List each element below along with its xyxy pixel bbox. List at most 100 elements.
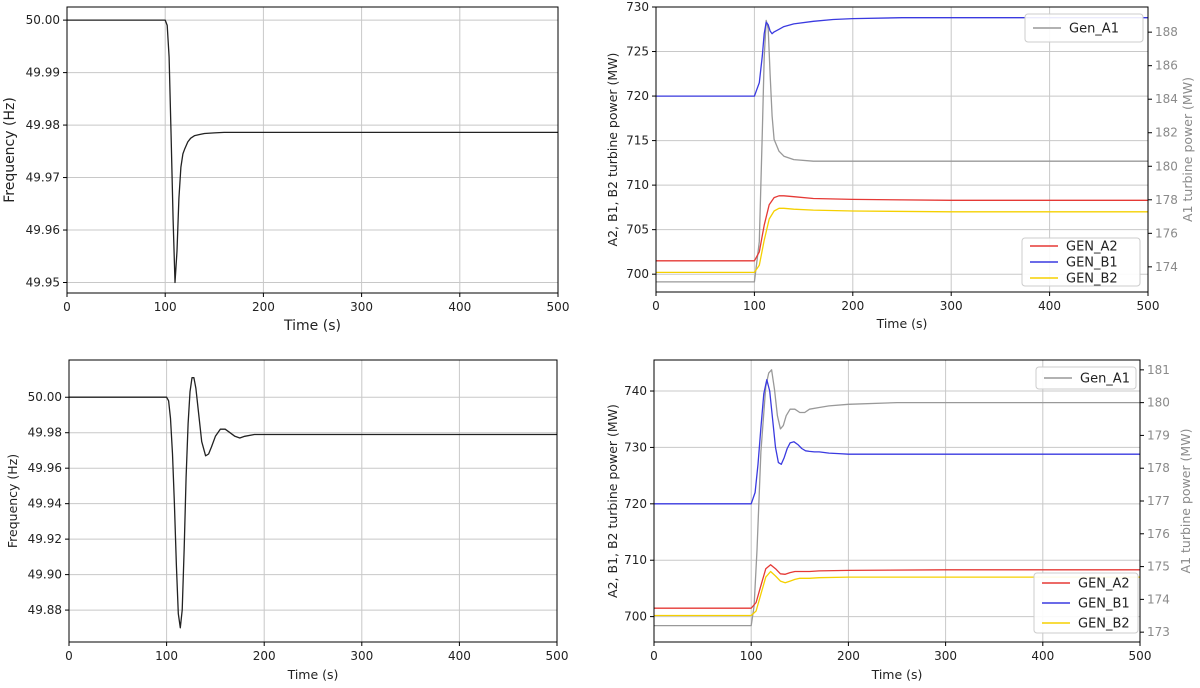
x-tick-label: 300 [934,649,957,663]
chart-p4: 0 100 200 300 400 500 700 710 720 730 740 173 174 175… [605,359,1193,682]
x-tick-label: 500 [1137,299,1160,313]
chart-p2: 0 100 200 300 400 500 700 705 710 715 720 725 730 174… [605,0,1195,331]
y-right-tick-label: 174 [1155,260,1178,274]
y-right-tick-label: 180 [1155,159,1178,173]
y-tick-label: 49.95 [26,276,60,290]
legend-upper: Gen_A1 [1024,13,1144,43]
y-right-tick-label: 178 [1147,461,1170,475]
y-right-tick-label: 186 [1155,59,1178,73]
x-tick-label: 200 [841,299,864,313]
y-right-tick-label: 173 [1147,625,1170,639]
y-right-tick-label: 181 [1147,363,1170,377]
x-tick-label: 100 [743,299,766,313]
legend-box [1024,13,1144,43]
y-right-tick-label: 176 [1147,527,1170,541]
x-tick-label: 200 [252,300,275,314]
y-tick-label: 49.92 [28,532,62,546]
y-tick-label: 720 [624,497,647,511]
legend-box [1035,366,1137,390]
y-tick-label: 49.98 [28,426,62,440]
x-tick-label: 400 [1038,299,1061,313]
legend-lower: GEN_A2 GEN_B1 GEN_B2 [1033,572,1139,634]
series-line-gen-a2 [656,195,1148,262]
legend-label-gen-b2: GEN_B2 [1078,617,1130,632]
plot-frame [68,359,558,643]
y-tick-label: 49.96 [26,223,60,237]
y-tick-label: 49.97 [26,171,60,185]
x-tick-label: 500 [546,649,569,663]
x-axis-title: Time (s) [876,316,928,331]
legend-label-gen-a2: GEN_A2 [1066,240,1118,255]
y-axis-title: A2, B1, B2 turbine power (MW) [605,404,620,598]
y-tick-label: 720 [626,89,649,103]
x-tick-label: 0 [650,649,658,663]
chart-p3: 0 100 200 300 400 500 49.88 49.90 49.92 49.94 49.9… [5,359,569,682]
x-tick-label: 0 [652,299,660,313]
series-line-gen-a1 [656,19,1148,283]
y-right-tick-label: 180 [1147,396,1170,410]
y-tick-label: 50.00 [28,390,62,404]
y-tick-label: 49.90 [28,568,62,582]
y-right-tick-label: 184 [1155,92,1178,106]
x-tick-label: 0 [65,649,73,663]
y-tick-label: 50.00 [26,13,60,27]
legend-box [1021,237,1141,287]
legend-upper: Gen_A1 [1035,366,1137,390]
y-tick-label: 700 [626,267,649,281]
y-right-tick-label: 188 [1155,25,1178,39]
chart-p1: 0 100 200 300 400 500 49.95 49.96 49.97 49.98 49.9… [2,6,570,334]
y-right-tick-label: 179 [1147,428,1170,442]
y-tick-label: 49.94 [28,497,62,511]
x-tick-label: 0 [63,300,71,314]
y-tick-label: 49.96 [28,461,62,475]
y-right-tick-label: 182 [1155,126,1178,140]
series-line-gen-b2 [656,207,1148,274]
x-axis-title: Time (s) [287,667,339,682]
y-tick-label: 715 [626,134,649,148]
plot-frame [66,6,559,294]
series-line-gen-b1 [654,379,1140,505]
x-axis-title: Time (s) [871,667,923,682]
legend-label-gen-a2: GEN_A2 [1078,577,1130,592]
x-tick-label: 500 [1129,649,1152,663]
y-tick-label: 700 [624,610,647,624]
legend-box [1033,572,1139,634]
x-tick-label: 300 [350,300,373,314]
y-tick-label: 710 [624,553,647,567]
y-right-tick-label: 174 [1147,592,1170,606]
legend-label-gen-a1: Gen_A1 [1069,22,1119,37]
y-axis-title-right: A1 turbine power (MW) [1180,77,1195,222]
series-line-gen-a1 [654,369,1140,627]
y-axis-title-right: A1 turbine power (MW) [1178,429,1193,574]
series-line-frequency [67,19,558,284]
x-tick-label: 200 [837,649,860,663]
y-tick-label: 730 [626,0,649,14]
y-tick-label: 705 [626,223,649,237]
x-tick-label: 400 [448,300,471,314]
plot-frame [655,6,1149,293]
legend-label-gen-b2: GEN_B2 [1066,272,1118,287]
legend-label-gen-a1: Gen_A1 [1080,372,1130,387]
x-tick-label: 500 [547,300,570,314]
y-tick-label: 49.99 [26,66,60,80]
y-right-tick-label: 177 [1147,494,1170,508]
legend-label-gen-b1: GEN_B1 [1066,256,1118,271]
x-tick-label: 100 [740,649,763,663]
x-tick-label: 400 [1031,649,1054,663]
y-right-tick-label: 176 [1155,226,1178,240]
y-tick-label: 740 [624,384,647,398]
series-line-gen-a2 [654,564,1140,609]
x-tick-label: 300 [940,299,963,313]
x-tick-label: 400 [448,649,471,663]
y-right-tick-label: 175 [1147,560,1170,574]
y-tick-label: 725 [626,45,649,59]
x-axis-title: Time (s) [283,318,341,334]
y-axis-title: Frequency (Hz) [5,454,20,548]
y-axis-title: Frequency (Hz) [2,97,18,203]
x-tick-label: 100 [154,300,177,314]
y-right-tick-label: 178 [1155,193,1178,207]
y-tick-label: 49.88 [28,603,62,617]
legend-label-gen-b1: GEN_B1 [1078,597,1130,612]
x-tick-label: 300 [350,649,373,663]
